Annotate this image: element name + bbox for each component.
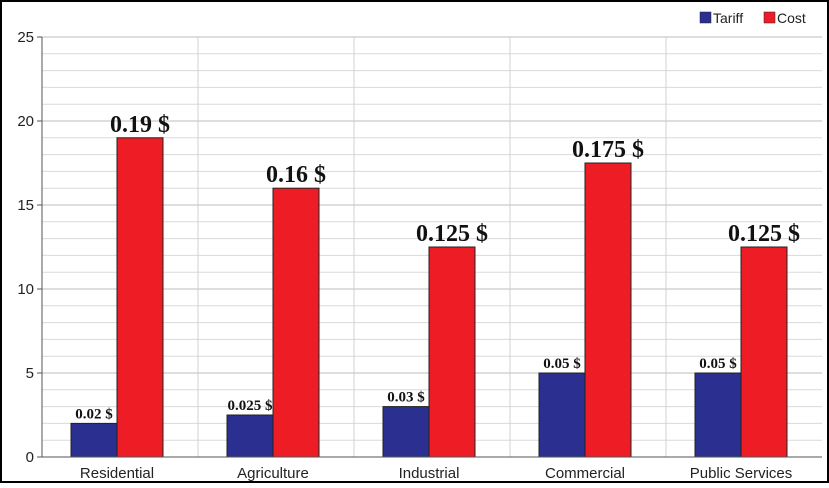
bar-cost-1	[272, 187, 320, 458]
legend-swatch-tariff	[699, 11, 712, 24]
legend-label-cost: Cost	[777, 10, 806, 26]
data-label-cost-4: 0.125 $	[728, 221, 800, 247]
x-category-label: Residential	[80, 465, 154, 482]
bar-tariff-0	[70, 422, 118, 458]
bar-tariff-1	[226, 414, 274, 458]
legend-label-tariff: Tariff	[713, 10, 743, 26]
bar-tariff-4	[694, 372, 742, 458]
y-tick-label: 25	[17, 29, 34, 46]
bar-tariff-3	[538, 372, 586, 458]
bar-cost-4	[740, 246, 788, 458]
legend: Tariff Cost	[699, 10, 806, 26]
bar-tariff-2	[382, 406, 430, 458]
data-labels: 0.02 $ 0.025 $ 0.03 $ 0.05 $ 0.05 $ 0.19 $ 0.1…	[75, 112, 800, 423]
data-label-cost-3: 0.175 $	[572, 137, 644, 163]
data-label-tariff-1: 0.025 $	[228, 398, 274, 414]
data-label-cost-1: 0.16 $	[266, 162, 326, 188]
axes: 0 5 10 15 20 25 Residential Agriculture Industri…	[17, 29, 822, 482]
x-category-label: Agriculture	[237, 465, 309, 482]
data-label-tariff-3: 0.05 $	[543, 356, 581, 372]
y-tick-label: 10	[17, 281, 34, 298]
y-tick-label: 5	[26, 365, 34, 382]
data-label-tariff-2: 0.03 $	[387, 390, 425, 406]
bar-cost-2	[428, 246, 476, 458]
data-label-tariff-0: 0.02 $	[75, 406, 113, 422]
legend-swatch-cost	[763, 11, 776, 24]
y-tick-label: 20	[17, 113, 34, 130]
y-tick-label: 0	[26, 449, 34, 466]
y-tick-label: 15	[17, 197, 34, 214]
x-category-label: Industrial	[399, 465, 460, 482]
bar-cost-3	[584, 162, 632, 458]
bar-cost-0	[116, 137, 164, 458]
x-category-label: Public Services	[690, 465, 793, 482]
data-label-cost-0: 0.19 $	[110, 112, 170, 138]
data-label-tariff-4: 0.05 $	[699, 356, 737, 372]
x-category-label: Commercial	[545, 465, 625, 482]
data-label-cost-2: 0.125 $	[416, 221, 488, 247]
